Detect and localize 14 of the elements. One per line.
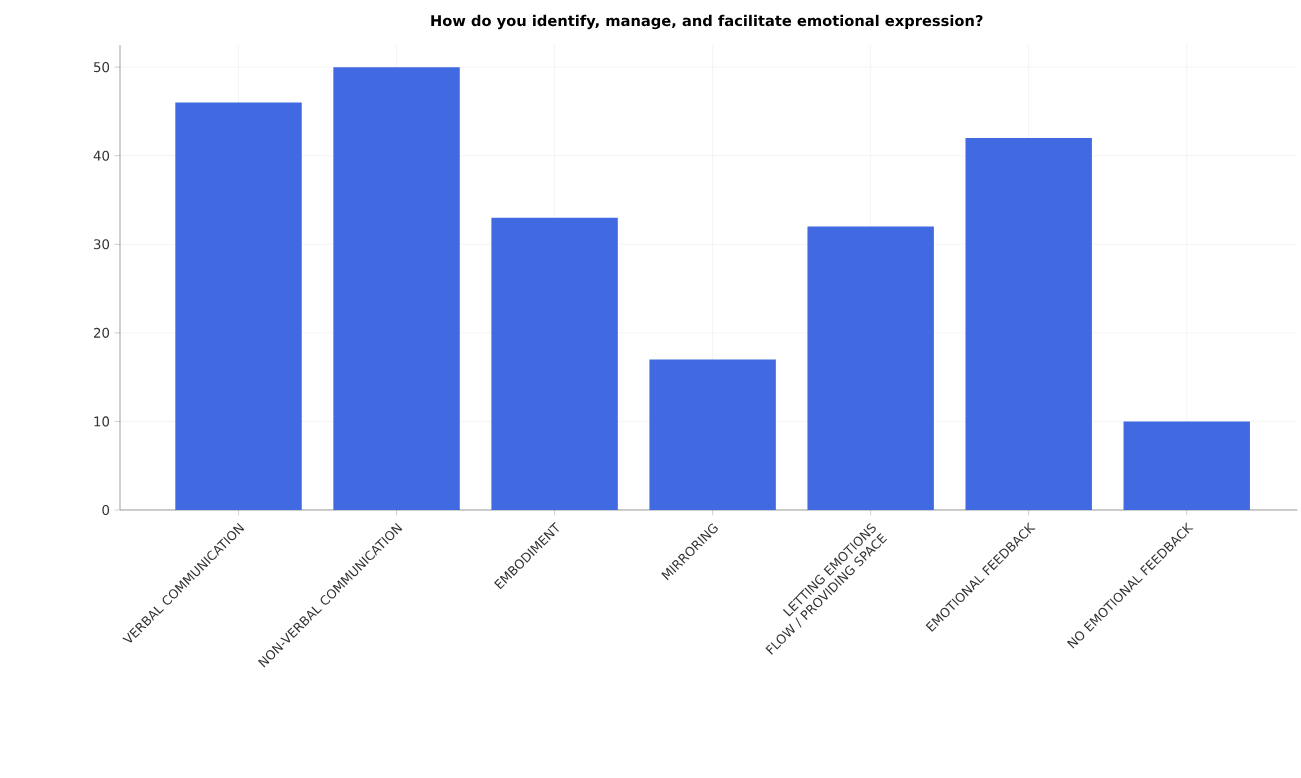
y-tick-label: 10 bbox=[94, 416, 110, 427]
chart-title: How do you identify, manage, and facilitate emotional expression? bbox=[431, 14, 983, 30]
bar bbox=[175, 102, 302, 510]
bar bbox=[965, 137, 1092, 510]
bar bbox=[649, 359, 776, 510]
y-tick-label: 50 bbox=[94, 62, 110, 73]
bar bbox=[1123, 421, 1250, 510]
bar bbox=[807, 226, 934, 510]
y-tick-label: 40 bbox=[93, 150, 110, 161]
bar bbox=[333, 67, 460, 510]
y-tick-label: 0 bbox=[102, 504, 110, 516]
y-tick-label: 30 bbox=[94, 239, 110, 250]
y-tick-label: 20 bbox=[93, 327, 110, 338]
bar bbox=[491, 217, 618, 510]
